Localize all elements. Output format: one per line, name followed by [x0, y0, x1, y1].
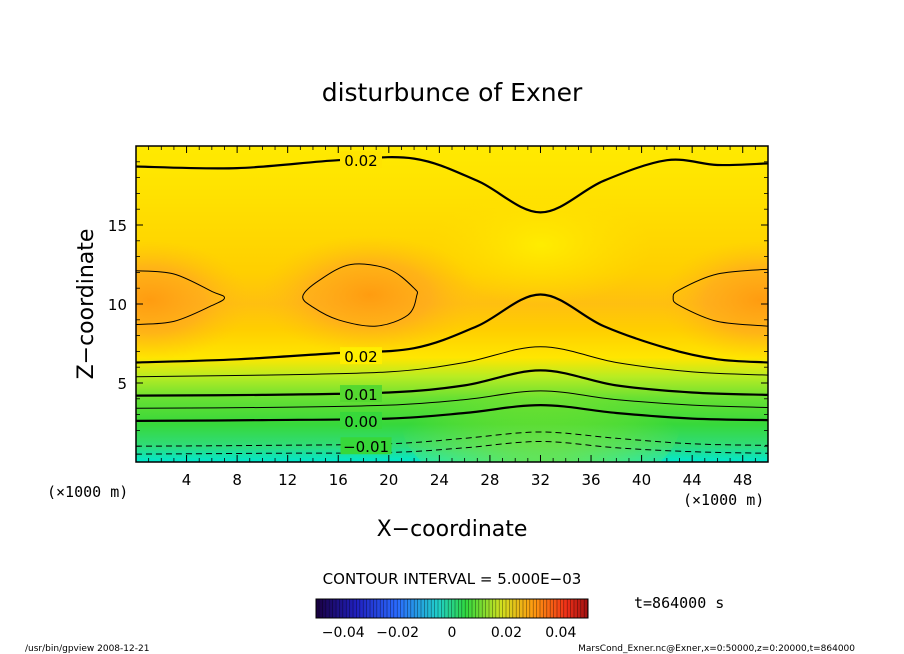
contour-line-closed [302, 263, 419, 327]
contour-lines [136, 156, 768, 455]
y-tick-label: 5 [117, 375, 127, 393]
colorbar-tick-label: 0 [448, 625, 457, 641]
x-tick-label: 4 [182, 471, 192, 489]
contour-line [136, 293, 768, 364]
contour-line-closed [136, 270, 226, 325]
x-unit-left: (×1000 m) [47, 483, 128, 501]
x-tick-label: 36 [581, 471, 600, 489]
contour-labels: 0.02 0.02 0.01 0.00 −0.01 [339, 151, 392, 456]
y-tick-label: 15 [108, 217, 127, 235]
colorbar-tick-label: −0.02 [376, 625, 419, 641]
y-axis-label: Z−coordinate [74, 229, 99, 380]
contour-label: 0.02 [344, 348, 377, 366]
contour-line [136, 346, 768, 378]
x-tick-label: 48 [733, 471, 752, 489]
colorbar-frame [315, 598, 589, 619]
colorbar-tick-label: −0.04 [322, 625, 365, 641]
time-label: t=864000 s [634, 594, 724, 612]
x-tick-label: 44 [683, 471, 702, 489]
y-tick-label: 10 [108, 296, 127, 314]
colorbar-tick-label: 0.02 [491, 625, 522, 641]
x-tick-label: 32 [531, 471, 550, 489]
colorbar-tick-label: 0.04 [545, 625, 576, 641]
x-tick-label: 40 [632, 471, 651, 489]
contour-label-bg [340, 437, 392, 455]
contour-label-bg [339, 347, 382, 365]
x-tick-label: 12 [278, 471, 297, 489]
x-tick-label: 24 [430, 471, 449, 489]
contour-label: −0.01 [343, 438, 389, 456]
contour-line-closed [672, 268, 768, 327]
chart-title: disturbunce of Exner [322, 78, 583, 107]
contour-line [136, 431, 768, 447]
contour-interval: CONTOUR INTERVAL = 5.000E−03 [323, 570, 582, 588]
footer-right: MarsCond_Exner.nc@Exner,x=0:50000,z=0:20… [578, 644, 855, 654]
contour-line [136, 156, 768, 214]
x-tick-label: 16 [329, 471, 348, 489]
x-tick-label: 28 [480, 471, 499, 489]
field-max-right [660, 240, 768, 360]
contour-label: 0.01 [344, 386, 377, 404]
contour-label-bg [339, 411, 382, 429]
contour-label-bg [339, 151, 382, 169]
x-unit-right: (×1000 m) [683, 491, 764, 509]
colorbar-ticks: −0.04 −0.02 0 0.02 0.04 [322, 625, 577, 641]
field-neck [431, 185, 651, 305]
colorbar-fill [316, 599, 588, 618]
field-bump [401, 340, 681, 462]
x-tick-label: 20 [379, 471, 398, 489]
x-axis-label: X−coordinate [377, 517, 528, 542]
field-max-left [136, 240, 250, 360]
y-axis: 5 10 15 [108, 161, 768, 447]
contour-label: 0.02 [344, 152, 377, 170]
contour-label-bg [339, 385, 382, 403]
contour-line [136, 369, 768, 397]
contour-label: 0.00 [344, 413, 377, 431]
footer-left: /usr/bin/gpview 2008-12-21 [25, 644, 149, 654]
contour-line [136, 390, 768, 409]
plot-area: 0.02 0.02 0.01 0.00 −0.01 [136, 146, 768, 462]
contour-line [136, 440, 768, 455]
field-max-center [260, 235, 480, 355]
x-axis: 4 8 12 16 20 24 28 32 36 40 44 48 [148, 146, 756, 489]
x-tick-label: 8 [232, 471, 242, 489]
contour-line [136, 403, 768, 422]
colorbar: −0.04 −0.02 0 0.02 0.04 [315, 598, 589, 641]
